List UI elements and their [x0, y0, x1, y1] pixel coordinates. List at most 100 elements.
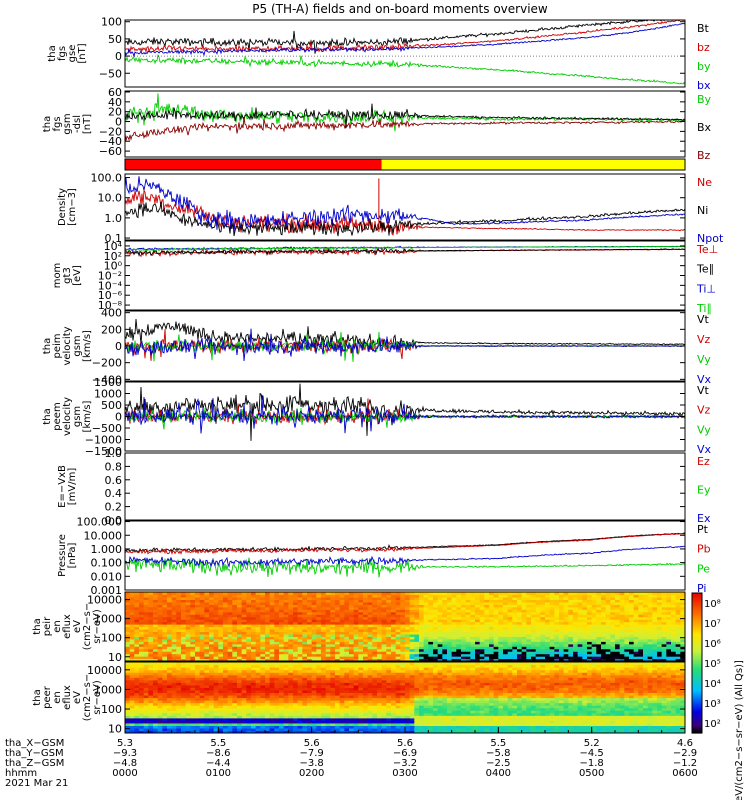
series-Vx-line: [125, 394, 685, 434]
series-Pi-line: [125, 545, 685, 568]
y-tick-label: 10²: [104, 250, 122, 263]
y-tick-label: 0: [115, 50, 122, 63]
legend-Ez: Ez: [697, 455, 710, 468]
x-tick-label-thaxgsm: 4.6: [677, 738, 693, 749]
y-tick-label: 20: [108, 106, 122, 119]
series-lines: [125, 383, 685, 441]
colorbar-tick-label: 10⁷: [704, 619, 721, 630]
y-tick-label: 100: [101, 16, 122, 29]
colorbar-cell: [692, 717, 702, 720]
colorbar-cell: [692, 731, 702, 734]
legend-Vy: Vy: [697, 353, 711, 366]
y-tick-label: 200: [101, 323, 122, 336]
legend-Ex: Ex: [697, 512, 711, 525]
legend-bx: bx: [697, 79, 711, 92]
heatmap-cells: [125, 662, 685, 733]
series-lines: [125, 176, 685, 237]
y-axis-label: E=−VxB[mV/m]: [57, 465, 78, 508]
legend-By: By: [697, 93, 712, 106]
y-tick-label: 0.0: [105, 514, 123, 527]
colorbar-cell: [692, 637, 702, 640]
colorbar-cell: [692, 711, 702, 714]
x-tick-label-hhmm: 0200: [299, 768, 324, 779]
legend-Pi: Pi: [697, 582, 706, 595]
series-Bx-line: [125, 103, 685, 129]
colorbar-cell: [692, 621, 702, 624]
mode-bar-frame: [124, 158, 686, 171]
series-Npot-line: [125, 176, 685, 231]
series-Ne-line: [125, 188, 685, 236]
colorbar-cell: [692, 675, 702, 678]
y-tick-label: 100: [101, 703, 122, 716]
colorbar-cell: [692, 611, 702, 614]
y-tick-label: 10⁻⁶: [98, 289, 123, 302]
y-tick-label: 1000: [94, 683, 122, 696]
colorbar-frame: [691, 592, 703, 734]
legend-Pe: Pe: [697, 562, 710, 575]
x-tick-label-thaxgsm: 5.5: [210, 738, 226, 749]
legend-Vx: Vx: [697, 373, 712, 386]
x-tick-label-thaygsm: −8.6: [206, 748, 230, 759]
colorbar-cell: [692, 629, 702, 632]
colorbar-tick-label: 10³: [704, 699, 721, 710]
panel-density: 100.0 10.0 1.0 0.1 Density[cm−3] Ne Ni Npot: [57, 172, 724, 245]
colorbar-cell: [692, 631, 702, 634]
colorbar-cell: [692, 603, 702, 606]
legend-Bx: Bx: [697, 121, 712, 134]
panel-frame: [124, 452, 686, 521]
legend-Te: Te∥: [696, 263, 714, 276]
legend-Ne: Ne: [697, 176, 712, 189]
colorbar-cell: [692, 661, 702, 664]
panel-mode-bar: [124, 158, 686, 171]
colorbar-cell: [692, 659, 702, 662]
colorbar-title: [eV/(cm2−s−sr−eV) (All Qs)]: [734, 660, 745, 800]
series-Pt-line: [125, 532, 685, 554]
legend-Pt: Pt: [697, 523, 709, 536]
x-tick-label-hhmm: 0300: [392, 768, 417, 779]
y-tick-label: 500: [101, 399, 122, 412]
colorbar-cell: [692, 601, 702, 604]
y-tick-label: 0.6: [105, 474, 123, 487]
colorbar-cell: [692, 595, 702, 598]
y-tick-label: 10: [108, 651, 122, 664]
y-tick-label: 400: [101, 307, 122, 320]
y-tick-label: 10000: [87, 664, 122, 677]
colorbar-cell: [692, 725, 702, 728]
y-tick-label: −50: [99, 67, 122, 80]
colorbar-cell: [692, 695, 702, 698]
colorbar-cell: [692, 709, 702, 712]
y-tick-label: 0: [115, 411, 122, 424]
y-tick-label: −20: [99, 125, 122, 138]
colorbar-tick-label: 10⁸: [704, 599, 721, 610]
colorbar-cell: [692, 667, 702, 670]
colorbar-cell: [692, 605, 702, 608]
colorbar-cell: [692, 715, 702, 718]
y-tick-label: 10⁴: [104, 240, 123, 253]
y-axis-label: Density[cm−3]: [57, 188, 78, 226]
plot-title: P5 (TH-A) fields and on-board moments ov…: [252, 2, 548, 16]
y-tick-label: 100.0: [91, 172, 123, 185]
colorbar-tick-label: 10²: [704, 719, 721, 730]
legend-Vt: Vt: [697, 313, 710, 326]
series-lines: [125, 318, 685, 362]
panel-frame: [124, 90, 686, 158]
colorbar-cell: [692, 721, 702, 724]
panel-frame: [124, 173, 686, 241]
colorbar-cell: [692, 597, 702, 600]
y-tick-label: 0.4: [105, 487, 123, 500]
colorbar-cell: [692, 687, 702, 690]
series-lines: [125, 245, 685, 258]
colorbar-cell: [692, 729, 702, 732]
colorbar-cell: [692, 615, 702, 618]
x-row-label: tha_Z−GSM: [5, 758, 64, 769]
series-Pb-line: [125, 533, 685, 555]
panel-peim-velocity: 400 200 0 −200 −400 thapeimvelocitygsm[km/s] V…: [42, 307, 712, 387]
y-tick-label: 10.000: [84, 529, 123, 542]
y-tick-label: 0.100: [91, 557, 123, 570]
panels: 100500−50thafgsgse[nT]Btbzbybx6040200−20…: [32, 16, 724, 736]
series-lines: [125, 93, 685, 142]
colorbar-cell: [692, 685, 702, 688]
